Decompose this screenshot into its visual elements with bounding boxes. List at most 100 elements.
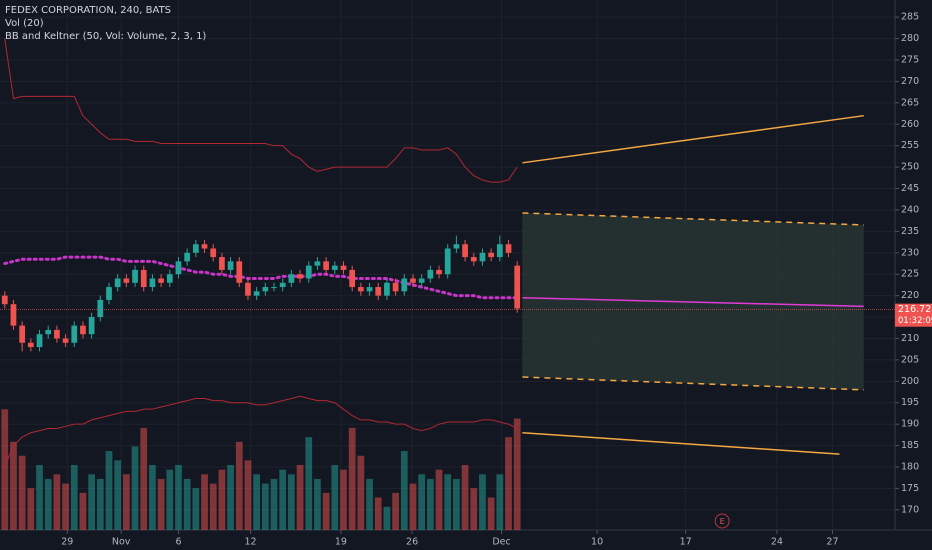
y-tick-label: 185	[901, 440, 919, 451]
x-tick-label: 10	[591, 537, 603, 548]
y-tick-label: 210	[901, 333, 919, 344]
volume-bar	[513, 418, 521, 530]
indicator-label: Vol (20)	[5, 18, 44, 29]
x-tick-label: 12	[245, 537, 257, 548]
volume-bar	[270, 478, 278, 530]
candle-body	[253, 291, 260, 296]
x-tick-label: Dec	[492, 537, 510, 548]
volume-bar	[453, 478, 460, 530]
candle-body	[166, 274, 173, 283]
y-tick-label: 170	[901, 504, 919, 515]
volume-bar	[479, 474, 486, 530]
volume-bar	[435, 469, 443, 530]
volume-bar	[314, 478, 321, 530]
x-tick-label: Nov	[112, 537, 131, 548]
volume-bar	[218, 469, 226, 530]
volume-bar	[409, 483, 417, 530]
volume-bar	[357, 455, 365, 530]
candle-body	[36, 334, 43, 348]
y-tick-label: 275	[901, 54, 919, 65]
y-tick-label: 195	[901, 397, 919, 408]
volume-bar	[487, 497, 495, 530]
projection-line	[522, 376, 864, 391]
y-tick-label: 230	[901, 247, 919, 258]
candle-body	[19, 325, 26, 343]
volume-bar	[392, 492, 399, 530]
volume-bar	[175, 465, 182, 530]
candle-body	[158, 278, 164, 283]
volume-bar	[88, 474, 95, 530]
earnings-label: E	[720, 517, 725, 526]
volume-bar	[366, 478, 373, 530]
candle-body	[470, 257, 477, 262]
volume-bar	[418, 474, 426, 530]
volume-bar	[36, 465, 43, 530]
countdown-label: 01:32:09	[898, 316, 932, 326]
y-tick-label: 250	[901, 162, 919, 173]
band-line	[4, 395, 518, 468]
candle-body	[375, 287, 382, 296]
candle-body	[410, 278, 416, 283]
y-tick-label: 270	[901, 76, 919, 87]
candle-body	[288, 274, 295, 283]
candle-body	[201, 244, 208, 249]
candle-body	[132, 269, 138, 283]
candle-body	[418, 278, 425, 283]
earnings-marker	[714, 513, 730, 529]
volume-bar	[192, 488, 200, 530]
candle-body	[349, 269, 356, 288]
candle-body	[10, 304, 17, 326]
volume-bar	[209, 483, 217, 530]
x-tick-label: 19	[335, 537, 347, 548]
volume-bar	[383, 506, 391, 530]
candle-body	[27, 342, 34, 348]
volume-bar	[70, 465, 78, 530]
candle-body	[366, 287, 373, 292]
candle-body	[488, 252, 495, 258]
volume-bar	[244, 460, 252, 530]
candle-body	[192, 244, 199, 253]
y-tick-label: 205	[901, 354, 919, 365]
candle-body	[496, 244, 503, 258]
candle-body	[184, 252, 191, 262]
volume-bar	[305, 437, 313, 530]
candle-body	[331, 265, 338, 270]
volume-bar	[201, 474, 208, 530]
y-tick-label: 180	[901, 462, 919, 473]
volume-bar	[10, 441, 17, 530]
candle-body	[505, 244, 512, 253]
volume-bar	[444, 474, 452, 530]
x-tick-label: 26	[406, 537, 418, 548]
y-tick-label: 235	[901, 226, 919, 237]
volume-bar	[114, 460, 122, 530]
candle-body	[271, 287, 277, 289]
candle-body	[175, 261, 182, 275]
y-tick-label: 260	[901, 119, 919, 130]
volume-bar	[140, 427, 148, 530]
volume-bar	[261, 483, 269, 530]
volume-bar	[348, 427, 356, 530]
candle-body	[88, 317, 95, 335]
candle-body	[1, 295, 8, 305]
last-price-box	[895, 303, 932, 327]
x-tick-label: 24	[771, 537, 783, 548]
volume-bar	[27, 488, 35, 530]
candle-body	[80, 325, 86, 335]
volume-bar	[322, 492, 330, 530]
candle-body	[514, 265, 521, 309]
y-tick-label: 175	[901, 483, 919, 494]
candle-body	[227, 261, 234, 270]
chart-title: FEDEX CORPORATION, 240, BATS	[5, 5, 171, 16]
candle-body	[219, 257, 225, 270]
volume-bar	[279, 469, 287, 530]
candle-body	[140, 269, 147, 288]
indicator-label: BB and Keltner (50, Vol: Volume, 2, 3, 1…	[5, 31, 206, 42]
candle-body	[384, 282, 390, 296]
volume-bar	[123, 474, 130, 530]
x-tick-label: 27	[826, 537, 838, 548]
volume-bar	[105, 451, 113, 530]
candle-body	[45, 329, 52, 335]
candle-body	[314, 261, 321, 266]
volume-bar	[470, 488, 478, 530]
